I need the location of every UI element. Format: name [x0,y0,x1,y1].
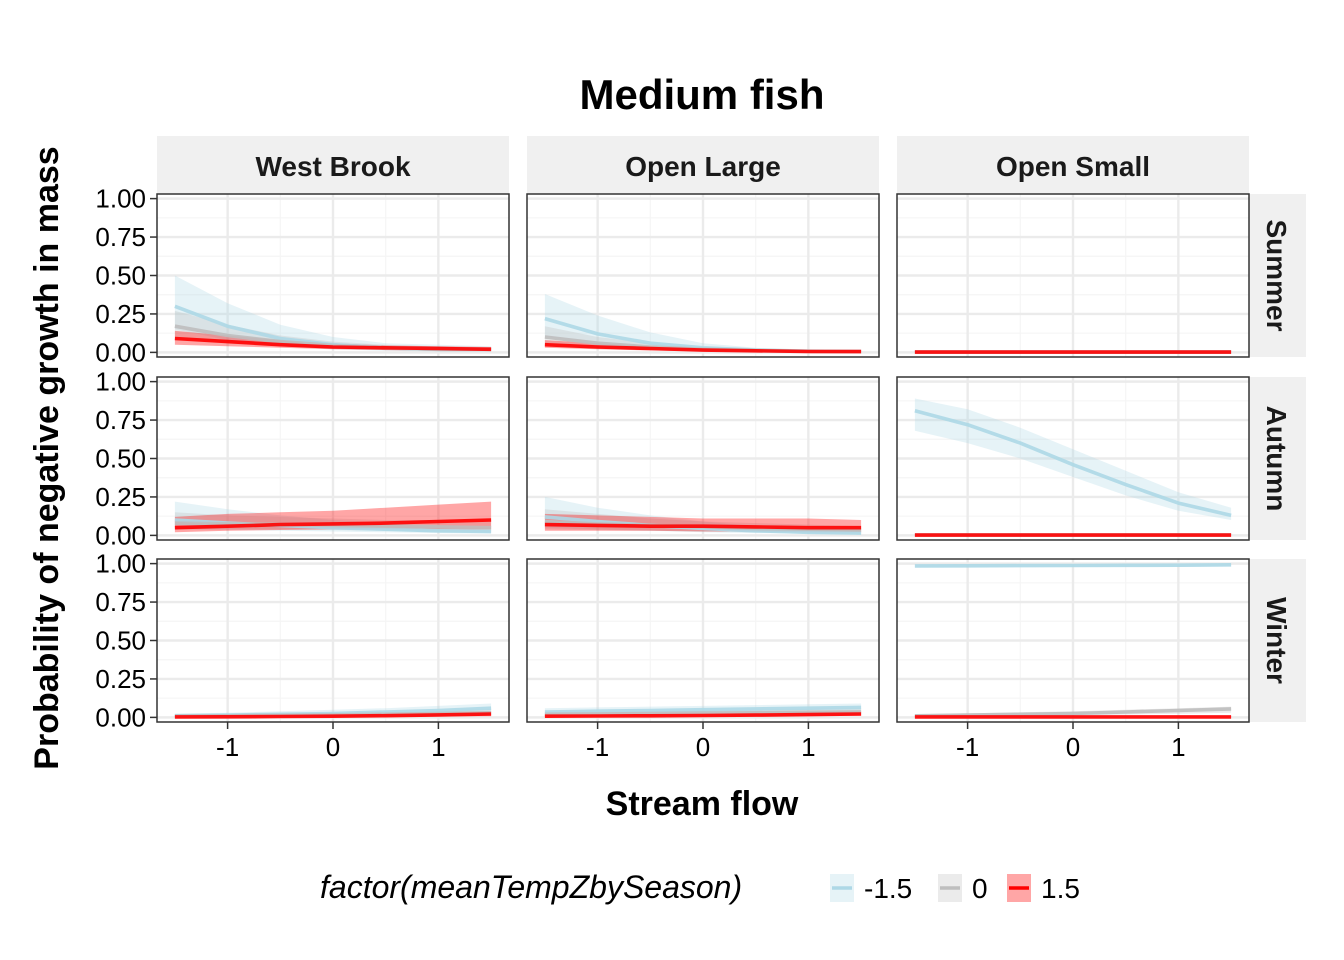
x-tick-label: -1 [956,732,979,762]
strip-label-autumn: Autumn [1261,406,1292,512]
strip-label-open-large: Open Large [625,151,781,182]
panel-data [174,703,492,719]
legend-item-1-5: -1.5 [830,873,912,904]
y-tick-label: 1.00 [95,184,146,214]
legend-item-0: 0 [938,873,988,904]
legend-item-1-5: 1.5 [1007,873,1080,904]
strip-open-large [527,136,879,194]
panel-border [156,193,510,358]
panel-winter-open-small [896,558,1250,723]
panel-border [156,558,510,723]
strip-winter [1248,559,1306,722]
strip-open-small [897,136,1249,194]
panel-data [914,350,1232,354]
panel-data [544,496,862,535]
panel-border [526,376,880,541]
strip-label-summer: Summer [1261,219,1292,331]
legend: factor(meanTempZbySeason) -1.5 0 1.5 [320,869,1080,905]
y-tick-label: 0.00 [95,702,146,732]
fit-line-1-5 [544,705,862,714]
y-tick-label: 0.00 [95,337,146,367]
panel-data [544,703,862,718]
y-tick-label: 1.00 [95,367,146,397]
y-tick-label: 1.00 [95,549,146,579]
facet-panels: West Brook Open Large Open Small Summer Autu… [95,136,1306,762]
fit-line-1-5 [544,522,862,530]
panel-border [896,558,1250,723]
strip-label-open-small: Open Small [996,151,1150,182]
strip-summer [1248,194,1306,357]
panel-border [526,558,880,723]
panel-autumn-open-small [896,376,1250,541]
panel-summer-open-small [896,193,1250,358]
y-tick-label: 0.25 [95,482,146,512]
strip-label-winter: Winter [1261,597,1292,684]
y-tick-label: 0.50 [95,444,146,474]
legend-label: 1.5 [1041,873,1080,904]
fit-line-1-5 [544,712,862,718]
x-axis-title: Stream flow [606,785,799,823]
y-tick-label: 0.50 [95,261,146,291]
panel-data [174,275,492,352]
fit-line-1-5 [544,342,862,354]
legend-label: -1.5 [864,873,912,904]
confidence-band-1-5 [914,398,1232,520]
panel-data [914,398,1232,537]
y-tick-label: 0.25 [95,664,146,694]
x-tick-label: -1 [216,732,239,762]
y-tick-label: 0.25 [95,299,146,329]
panel-summer-open-large [526,193,880,358]
fit-line-0 [914,707,1232,718]
fit-line-1-5 [914,409,1232,518]
fit-line-1-5 [174,336,492,352]
panel-winter-open-large [526,558,880,723]
panel-winter-west-brook [156,558,510,723]
panel-data [544,294,862,354]
panel-summer-west-brook [156,193,510,358]
panel-autumn-open-large [526,376,880,541]
panel-border [156,376,510,541]
chart-title: Medium fish [579,71,824,118]
x-tick-label: 0 [326,732,340,762]
y-tick-label: 0.75 [95,222,146,252]
fit-line-0 [544,710,862,717]
legend-title: factor(meanTempZbySeason) [320,869,742,905]
x-tick-label: 1 [1171,732,1185,762]
x-tick-label: 1 [431,732,445,762]
y-tick-label: 0.50 [95,626,146,656]
panel-border [896,376,1250,541]
x-tick-label: 0 [696,732,710,762]
panel-data [174,501,492,534]
y-tick-label: 0.75 [95,405,146,435]
y-tick-label: 0.75 [95,587,146,617]
fit-line-1-5 [914,563,1232,568]
x-tick-label: 0 [1066,732,1080,762]
confidence-band-0 [174,310,492,351]
fit-line-1-5 [174,518,492,530]
x-tick-label: 1 [801,732,815,762]
y-axis-title: Probability of negative growth in mass [28,146,66,769]
x-tick-label: -1 [586,732,609,762]
strip-west-brook [157,136,509,194]
y-tick-label: 0.00 [95,520,146,550]
fit-line-1-5 [174,712,492,719]
strip-autumn [1248,377,1306,540]
panel-border [896,193,1250,358]
panel-border [526,193,880,358]
panel-data [914,563,1232,719]
panel-autumn-west-brook [156,376,510,541]
confidence-band-1-5 [174,330,492,351]
strip-label-west-brook: West Brook [255,151,410,182]
legend-label: 0 [972,873,988,904]
